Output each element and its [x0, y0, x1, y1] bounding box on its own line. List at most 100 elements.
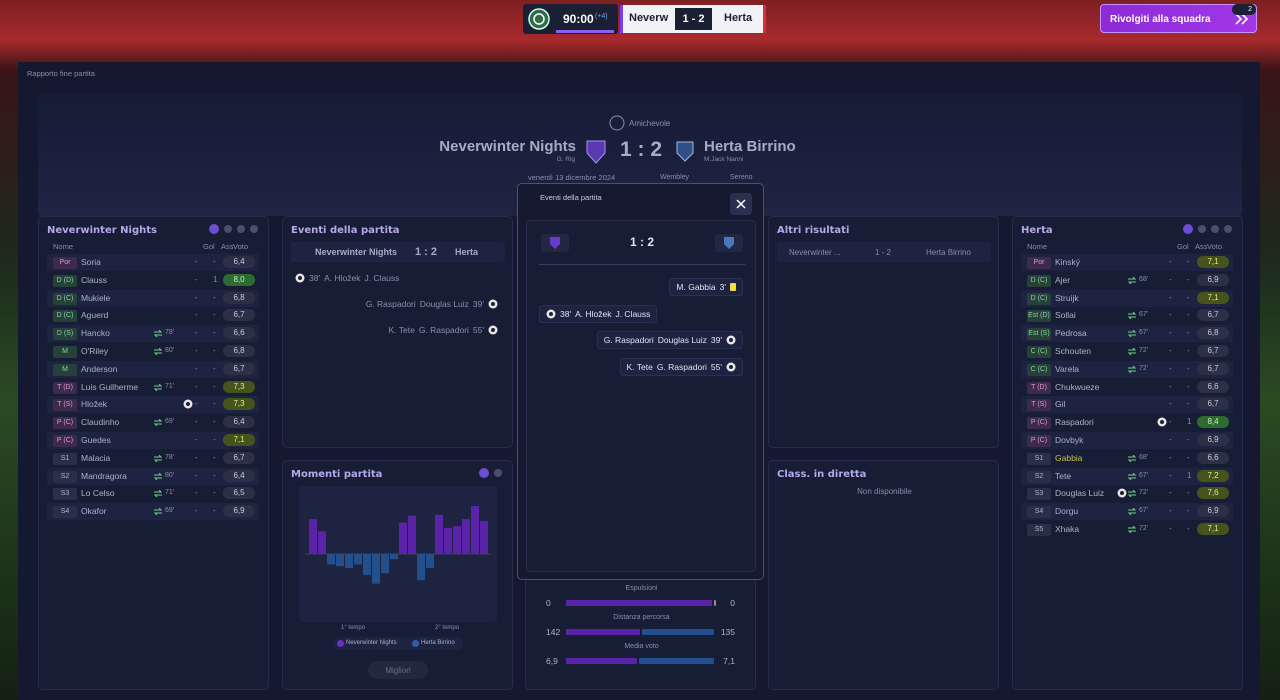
- player-row[interactable]: C (C) Varela 72' - -6,7: [1021, 360, 1233, 378]
- stat-bar-away: [638, 658, 714, 664]
- rating: 7,3: [223, 380, 255, 393]
- crest-shape: [724, 237, 734, 249]
- scorer: A. Hložek: [575, 308, 612, 319]
- assists: -: [1187, 363, 1190, 373]
- player-row[interactable]: S3 Lo Celso 71' - -6,5: [47, 485, 259, 502]
- result-row[interactable]: Neverwinter ... 1 - 2 Herta Birrino: [777, 242, 991, 262]
- momentum-bar: [408, 515, 416, 554]
- close-button[interactable]: [730, 193, 752, 215]
- player-name: Lo Celso: [81, 488, 115, 499]
- player-row[interactable]: P (C) Claudinho 69' - -6,4: [47, 414, 259, 431]
- position: S1: [1027, 452, 1051, 465]
- home-team: Neverwinter Nights: [439, 138, 576, 155]
- player-row[interactable]: Por Kinský - -7,1: [1021, 254, 1233, 271]
- player-row[interactable]: Est (S) Pedrosa 67' - -6,8: [1021, 325, 1233, 343]
- goals: -: [195, 363, 198, 373]
- sub-minute: 68': [1139, 453, 1149, 461]
- rating: 6,9: [1197, 505, 1229, 518]
- panel-title: Altri risultati: [777, 225, 850, 236]
- rating: 7,1: [1197, 291, 1229, 304]
- position: S1: [53, 452, 77, 465]
- player-row[interactable]: P (C) Guedes - -7,1: [47, 432, 259, 449]
- minute: 39': [710, 335, 722, 345]
- player-row[interactable]: T (S) Hložek - -7,3: [47, 396, 259, 414]
- player-list: Por Kinský - -7,1 D (C) Ajer 68' - -6,9 D (C) Stru…: [1013, 254, 1244, 554]
- stat-home: 0: [546, 598, 551, 608]
- away-crest: [676, 141, 694, 162]
- stat-away: 7,1: [723, 656, 735, 666]
- legend-home: Neverwinter Nights: [346, 640, 397, 646]
- assists: -: [1187, 292, 1190, 302]
- player-row[interactable]: T (D) Luis Guilherme 71' - -7,3: [47, 379, 259, 396]
- momentum-bar: [327, 554, 335, 565]
- player-row[interactable]: S1 Malacia 78' - -6,7: [47, 450, 259, 467]
- position: Est (D): [1027, 310, 1051, 323]
- player-row[interactable]: S1 Gabbia 68' - -6,6: [1021, 450, 1233, 467]
- player-name: Clauss: [81, 274, 107, 285]
- player-row[interactable]: S4 Okafor 69' - -6,9: [47, 503, 259, 521]
- arrows: [1127, 490, 1137, 498]
- assist: Douglas Luiz: [419, 299, 469, 309]
- sub-icon: [1127, 365, 1137, 373]
- player-row[interactable]: P (C) Raspadori - 1 8,4: [1021, 414, 1233, 431]
- player-row[interactable]: C (C) Schouten 72' - -6,7: [1021, 343, 1233, 360]
- momentum-panel: Momenti partita 1° tempo 2° tempo Neverw…: [282, 460, 513, 690]
- assist: J. Clauss: [364, 273, 400, 283]
- minute: 55': [710, 361, 722, 372]
- score: 1 : 2: [415, 246, 438, 258]
- empty-message: Non disponibile: [857, 487, 912, 496]
- stat-label: Media voto: [624, 643, 659, 650]
- player-row[interactable]: M O'Riley 80' - -6,8: [47, 343, 259, 360]
- rating: 8,0: [223, 273, 255, 286]
- minute: 55': [472, 325, 484, 335]
- player-row[interactable]: Est (D) Sollai 67' - -6,7: [1021, 307, 1233, 324]
- notification-badge: 2: [1232, 4, 1256, 15]
- player-row[interactable]: S3 Douglas Luiz 72' - -7,6: [1021, 485, 1233, 502]
- player-row[interactable]: D (C) Struijk - -7,1: [1021, 289, 1233, 307]
- momentum-bar: [363, 554, 371, 575]
- player-row[interactable]: Por Soria - -6,4: [47, 254, 259, 271]
- player-row[interactable]: S5 Xhaka 72' - -7,1: [1021, 521, 1233, 538]
- player-row[interactable]: D (D) Clauss - 1 8,0: [47, 272, 259, 289]
- player-row[interactable]: D (C) Mukiele - -6,8: [47, 289, 259, 307]
- player-row[interactable]: P (C) Dovbyk - -6,9: [1021, 432, 1233, 449]
- player-row[interactable]: M Anderson - -6,7: [47, 360, 259, 378]
- sub-minute: 78': [165, 453, 175, 461]
- player-row[interactable]: S4 Dorgu 67' - -6,9: [1021, 503, 1233, 521]
- player-row[interactable]: S2 Mandragora 80' - -6,4: [47, 467, 259, 485]
- arrows: [153, 454, 163, 462]
- position: T (D): [53, 381, 77, 394]
- player-name: Kinský: [1055, 257, 1081, 267]
- ball-icon: [488, 325, 498, 335]
- position: D (C): [53, 310, 77, 323]
- position: M: [53, 346, 77, 358]
- rating: 6,7: [1197, 309, 1229, 322]
- rating: 7,1: [1197, 523, 1229, 535]
- goals: -: [1169, 257, 1172, 266]
- ball-icon: [726, 335, 736, 345]
- momentum-bar: [444, 527, 452, 554]
- arrows: [1127, 348, 1137, 355]
- sub-minute: 72': [1139, 489, 1149, 497]
- player-row[interactable]: T (D) Chukwueze - -6,6: [1021, 379, 1233, 396]
- best-button[interactable]: Migliori: [368, 661, 428, 679]
- momentum-bar: [480, 520, 488, 554]
- player-row[interactable]: S2 Tete 67' - 1 7,2: [1021, 467, 1233, 485]
- sub-icon: [153, 490, 163, 498]
- away-team: Herta Birrino: [704, 138, 796, 155]
- yellow-card: [730, 283, 736, 291]
- player-row[interactable]: D (C) Ajer 68' - -6,9: [1021, 272, 1233, 289]
- momentum-bar: [372, 554, 380, 584]
- player-row[interactable]: T (S) Gil - -6,7: [1021, 396, 1233, 414]
- stat-away: 0: [730, 598, 735, 608]
- team-talk-button[interactable]: Rivolgiti alla squadra 2: [1100, 4, 1257, 33]
- player-row[interactable]: D (S) Hancko 78' - -6,6: [47, 325, 259, 343]
- arrows: [1127, 508, 1137, 516]
- rating: 7,1: [223, 434, 255, 446]
- away-crest: [715, 234, 743, 252]
- position: D (C): [1027, 274, 1051, 287]
- goals: -: [1169, 328, 1172, 338]
- stat-bar-away: [714, 600, 716, 606]
- player-name: Soria: [81, 257, 101, 267]
- player-row[interactable]: D (C) Aguerd - -6,7: [47, 307, 259, 324]
